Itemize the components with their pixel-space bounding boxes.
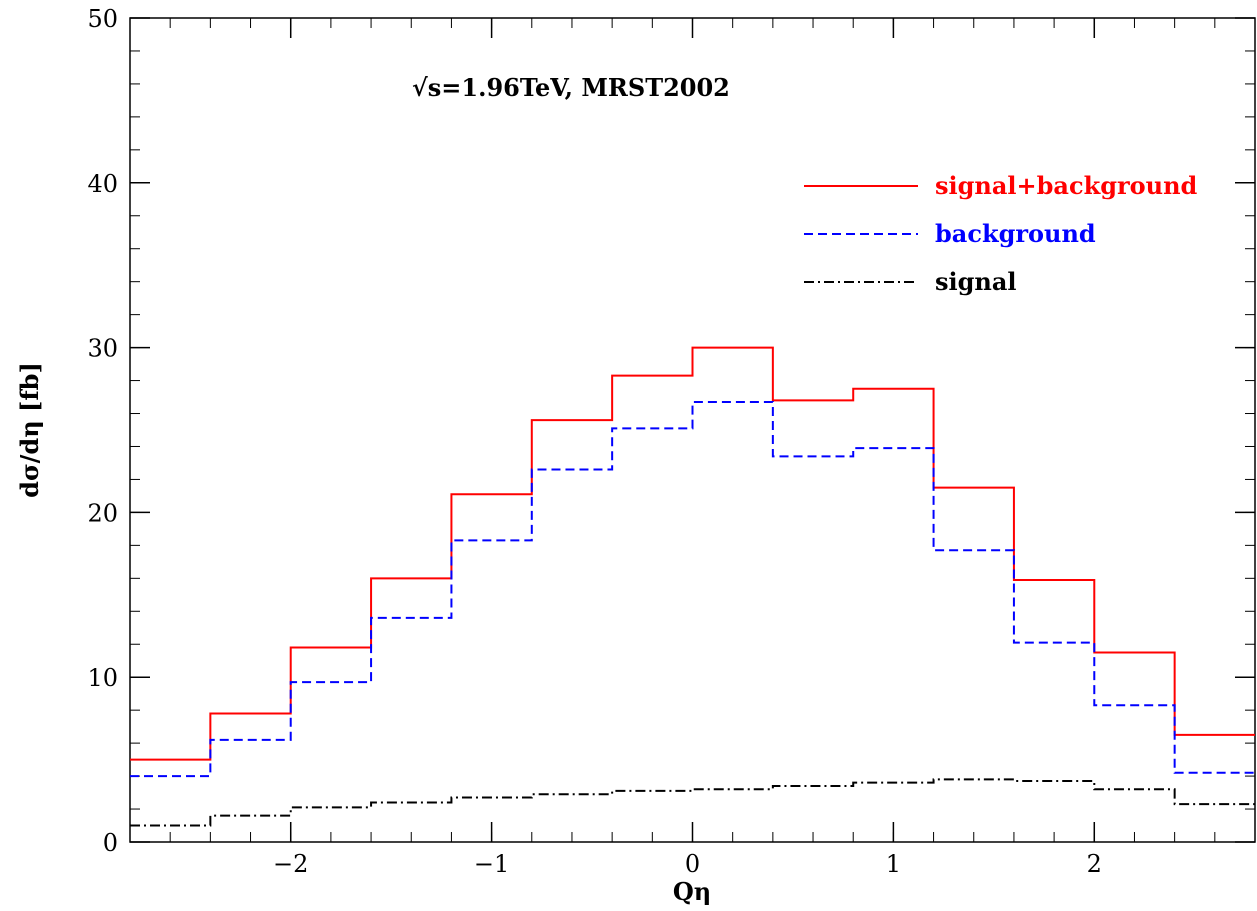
x-tick-label: 2 [1087,850,1102,878]
series-lines [130,346,1255,827]
major-ticks [130,17,1255,843]
y-axis-title: dσ/dη [fb] [15,362,44,498]
y-tick-label: 20 [87,499,118,527]
x-tick-label: 0 [685,850,700,878]
minor-ticks [129,17,1256,843]
y-tick-label: 50 [87,5,118,33]
y-tick-label: 0 [103,829,118,857]
y-tick-label: 40 [87,170,118,198]
series-line-signal [130,778,1255,827]
series-line-signal-background [130,346,1255,761]
plot-frame [129,17,1256,843]
legend-label: signal [935,267,1017,296]
series-line-background [130,400,1255,778]
x-axis-title: Qη [673,877,711,906]
legend-label: background [935,219,1096,248]
x-tick-label: −1 [474,850,509,878]
legend-label: signal+background [935,171,1198,200]
x-tick-label: 1 [886,850,901,878]
annotation-text: √s=1.96TeV, MRST2002 [412,73,730,102]
y-tick-label: 30 [87,335,118,363]
legend: signal+background background signal [804,171,1198,296]
x-tick-label: −2 [273,850,308,878]
y-tick-label: 10 [87,664,118,692]
